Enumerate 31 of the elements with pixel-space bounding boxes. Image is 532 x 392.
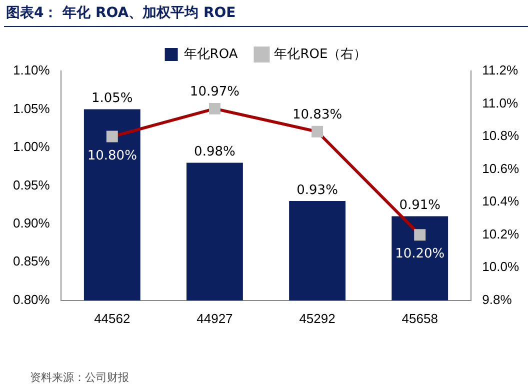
- y2-tick-label: 11.2%: [482, 62, 518, 78]
- y-tick-label: 0.85%: [12, 254, 50, 269]
- y2-tick-label: 10.8%: [482, 128, 520, 144]
- y2-tick-label: 10.4%: [482, 194, 520, 209]
- text: 资料来源：公司财报: [30, 370, 129, 385]
- y-tick-label: 1.05%: [12, 100, 50, 116]
- data-label: 10.80%: [87, 148, 137, 164]
- data-label: 0.91%: [399, 198, 441, 214]
- y-tick-label: 0.80%: [12, 292, 50, 307]
- legend-label: 年化ROA: [184, 46, 238, 62]
- y2-tick-label: 10.0%: [482, 259, 520, 274]
- y-tick-label: 1.10%: [12, 62, 50, 78]
- x-tick-label: 45658: [402, 310, 438, 326]
- y-tick-label: 0.90%: [12, 216, 50, 231]
- data-label: 0.93%: [296, 182, 338, 198]
- y2-tick-label: 9.8%: [482, 292, 512, 307]
- y-tick-label: 1.00%: [12, 139, 50, 154]
- data-label: 10.20%: [395, 246, 445, 262]
- data-label: 10.83%: [292, 108, 342, 122]
- y2-tick-label: 10.2%: [482, 226, 520, 242]
- legend-label: 年化ROE（右）: [274, 46, 367, 62]
- x-tick-label: 45292: [299, 310, 336, 326]
- data-label: 10.97%: [190, 84, 240, 100]
- chart-title: 图表4： 年化 ROA、加权平均 ROE: [6, 4, 236, 22]
- y2-tick-label: 10.6%: [482, 160, 520, 176]
- x-tick-label: 44562: [94, 310, 130, 326]
- data-label: 1.05%: [91, 91, 133, 106]
- y2-tick-label: 11.0%: [482, 95, 518, 110]
- y-tick-label: 0.95%: [12, 177, 50, 192]
- data-label: 0.98%: [194, 144, 236, 160]
- x-tick-label: 44927: [196, 310, 233, 326]
